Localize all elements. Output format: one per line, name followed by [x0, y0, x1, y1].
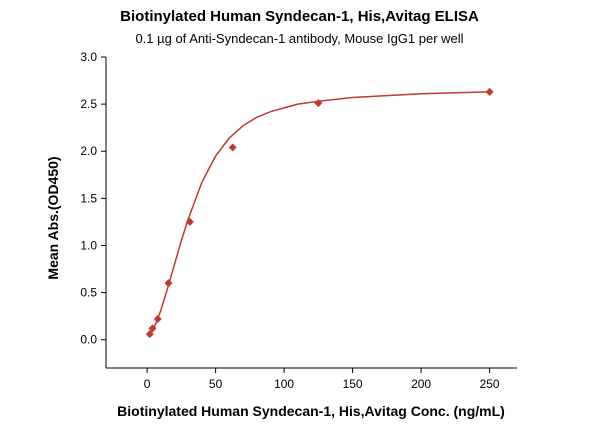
y-tick-label: 1.5 — [80, 191, 97, 205]
x-tick-label: 0 — [144, 377, 151, 391]
data-point — [148, 324, 157, 333]
data-point — [314, 99, 323, 108]
data-point — [153, 314, 162, 323]
data-point — [185, 217, 194, 226]
y-tick-label: 1.0 — [80, 238, 97, 252]
y-tick-label: 2.0 — [80, 144, 97, 158]
data-point — [485, 87, 494, 96]
x-tick-label: 100 — [274, 377, 294, 391]
y-tick-label: 0.5 — [80, 286, 97, 300]
y-tick-label: 2.5 — [80, 97, 97, 111]
x-tick-label: 200 — [411, 377, 431, 391]
ticks: 0.0 0.5 1.0 1.5 2.0 2.5 3.0 0 50 100 150 200 250 — [80, 50, 500, 391]
data-point — [145, 330, 154, 339]
x-tick-label: 150 — [343, 377, 363, 391]
fit-curve-group — [147, 91, 490, 338]
y-axis-label: Mean Abs.(OD450) — [45, 156, 61, 279]
data-point — [228, 143, 237, 152]
y-tick-label: 0.0 — [80, 333, 97, 347]
x-tick-label: 50 — [209, 377, 223, 391]
data-point — [164, 279, 173, 288]
data-points — [145, 87, 494, 339]
axes — [105, 57, 517, 369]
chart-subtitle: 0.1 µg of Anti-Syndecan-1 antibody, Mous… — [135, 31, 464, 46]
chart-title: Biotinylated Human Syndecan-1, His,Avita… — [120, 8, 479, 25]
fit-curve — [147, 91, 490, 338]
x-axis-label: Biotinylated Human Syndecan-1, His,Avita… — [117, 403, 505, 419]
x-tick-label: 250 — [480, 377, 500, 391]
y-tick-label: 3.0 — [80, 50, 97, 64]
